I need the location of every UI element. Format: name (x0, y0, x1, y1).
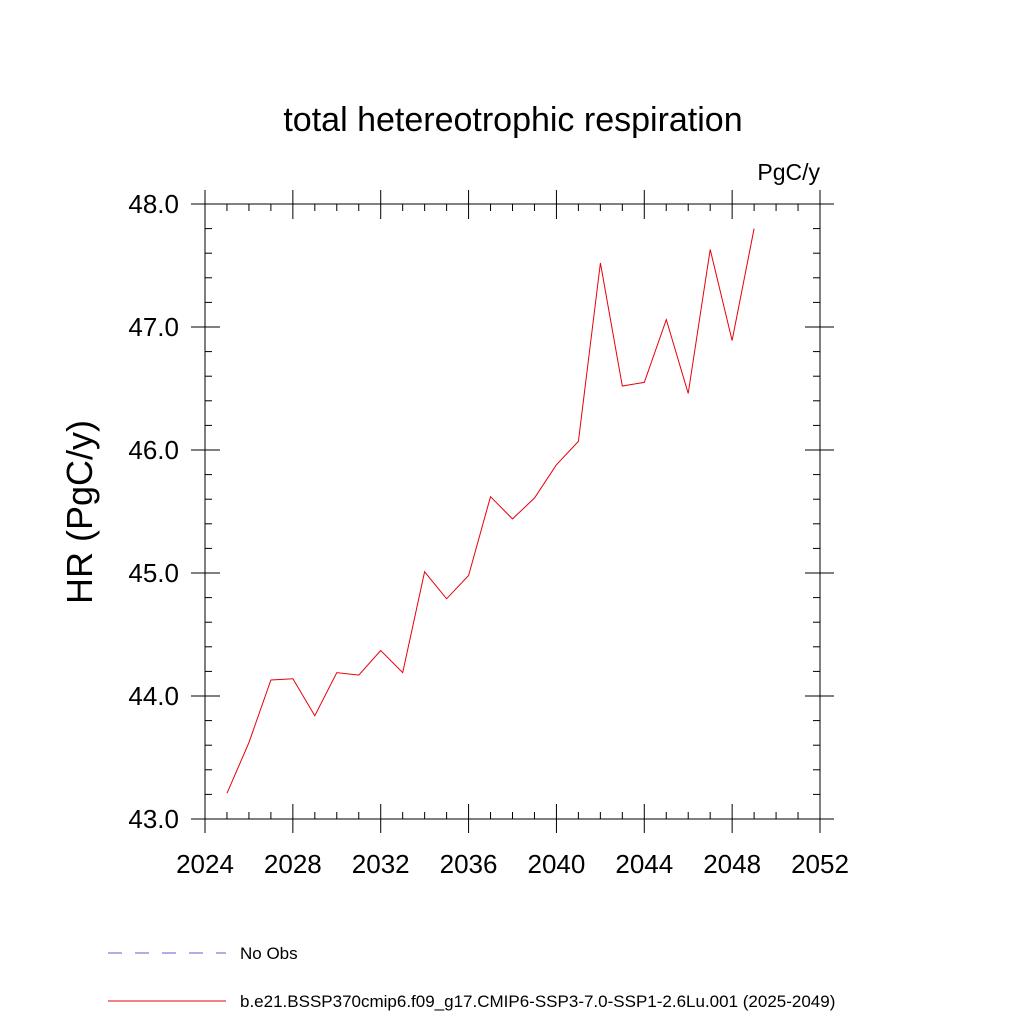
x-tick-label: 2052 (791, 849, 849, 879)
y-tick-label: 46.0 (128, 435, 179, 465)
y-tick-label: 43.0 (128, 804, 179, 834)
units-label: PgC/y (757, 159, 820, 185)
x-tick-label: 2024 (176, 849, 234, 879)
x-tick-label: 2036 (440, 849, 498, 879)
axes: 2024 2028 2032 2036 2040 2044 2048 2052 43.0 44.0… (128, 189, 849, 879)
x-tick-label: 2040 (528, 849, 586, 879)
chart-title: total hetereotrophic respiration (283, 101, 742, 139)
y-tick-label: 48.0 (128, 189, 179, 219)
x-tick-label: 2044 (615, 849, 673, 879)
x-tick-label: 2028 (264, 849, 322, 879)
y-tick-label: 45.0 (128, 558, 179, 588)
legend: No Obs b.e21.BSSP370cmip6.f09_g17.CMIP6-S… (108, 944, 835, 1011)
y-axis-label: HR (PgC/y) (59, 420, 100, 604)
series-layer (226, 228, 755, 794)
y-tick-label: 47.0 (128, 312, 179, 342)
plot-frame (204, 203, 821, 820)
series-line (226, 228, 755, 794)
x-tick-label: 2032 (352, 849, 410, 879)
y-tick-label: 44.0 (128, 681, 179, 711)
legend-label: b.e21.BSSP370cmip6.f09_g17.CMIP6-SSP3-7.… (240, 992, 835, 1011)
x-tick-label: 2048 (703, 849, 761, 879)
legend-label: No Obs (240, 944, 298, 963)
